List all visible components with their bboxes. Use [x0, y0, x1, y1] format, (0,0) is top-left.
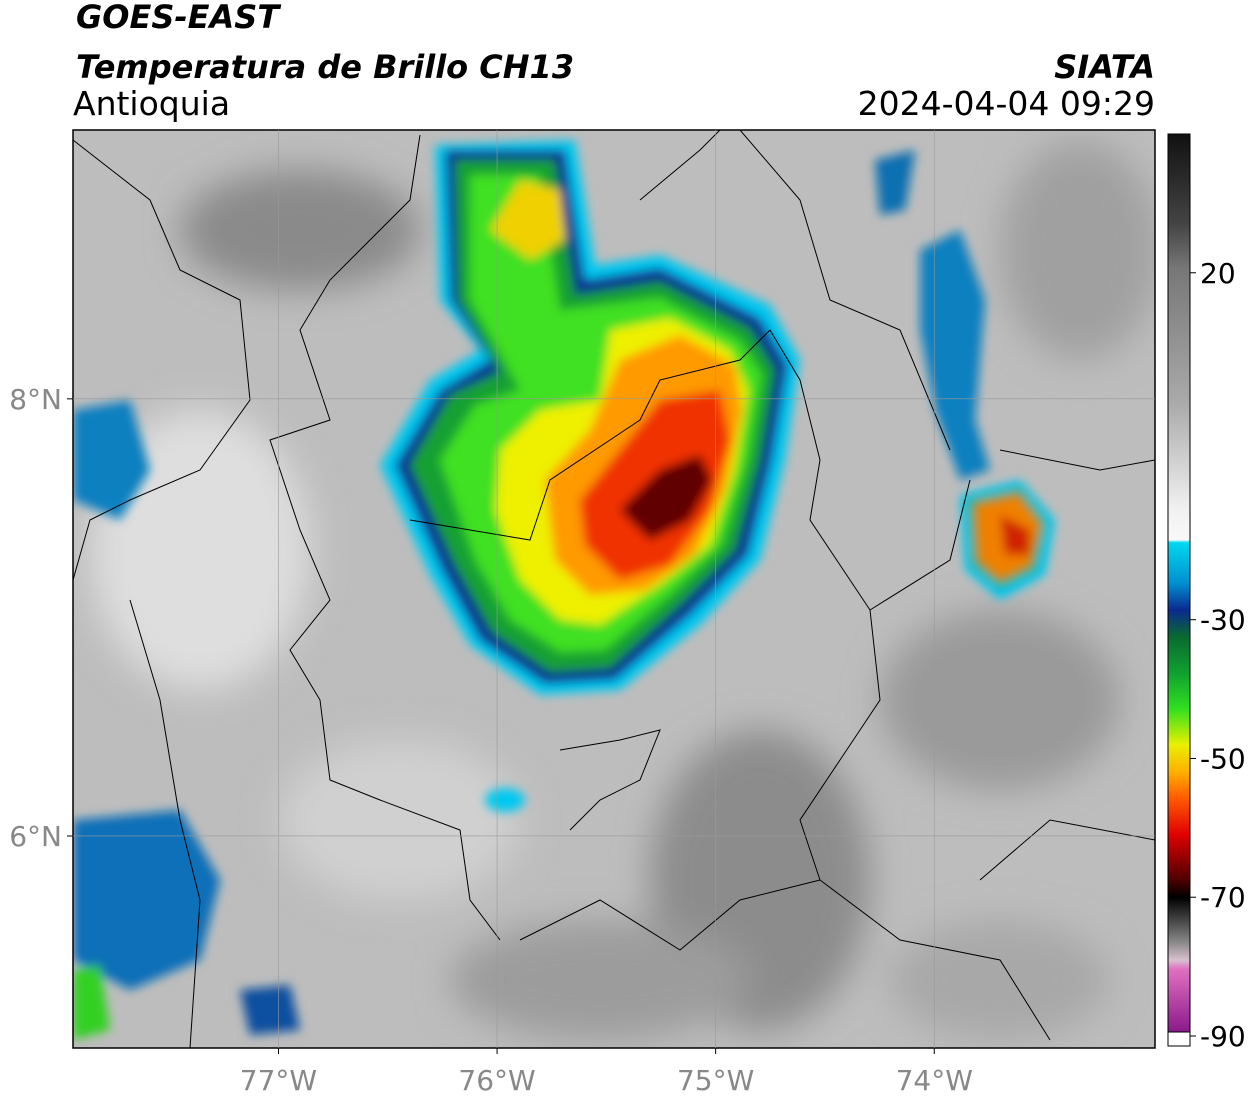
colorbar-label: -90	[1200, 1020, 1246, 1053]
map-frame	[72, 129, 1156, 1049]
colorbar-label: -30	[1200, 604, 1246, 637]
source: SIATA	[1054, 48, 1155, 86]
title: GOES-EAST	[76, 0, 281, 36]
x-tick-label: 76°W	[458, 1064, 535, 1097]
x-tick-label: 74°W	[896, 1064, 973, 1097]
y-tick-label: 8°N	[9, 383, 62, 416]
region: Antioquia	[73, 84, 230, 123]
colorbar-label: -70	[1200, 881, 1246, 914]
x-tick-label: 75°W	[677, 1064, 754, 1097]
colorbar-label: 20	[1200, 257, 1236, 290]
satellite-image	[73, 130, 1155, 1048]
subtitle: Temperatura de Brillo CH13	[76, 48, 574, 86]
colorbar-label: -50	[1200, 742, 1246, 775]
y-tick-label: 6°N	[9, 820, 62, 853]
colorbar-extension	[1167, 1031, 1191, 1047]
datetime: 2024-04-04 09:29	[858, 84, 1155, 123]
colorbar	[1167, 133, 1191, 1033]
x-tick-label: 77°W	[240, 1064, 317, 1097]
